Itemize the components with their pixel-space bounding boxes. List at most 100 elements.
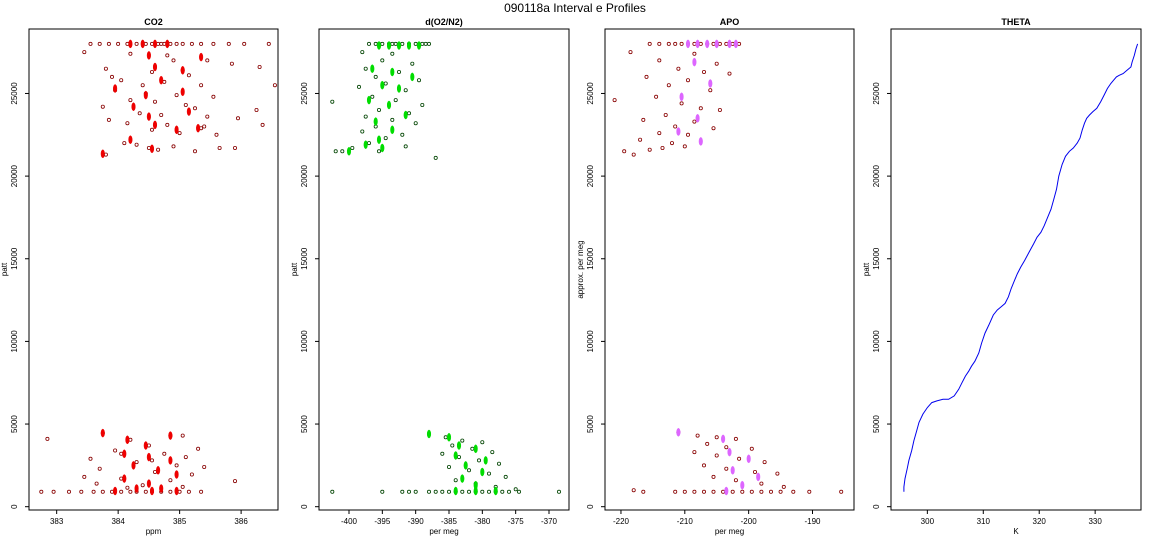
data-point-cluster — [149, 486, 155, 496]
data-point — [137, 111, 142, 116]
data-point — [500, 489, 505, 494]
data-point — [666, 41, 671, 46]
data-point — [433, 489, 438, 494]
data-point — [711, 126, 716, 131]
data-point — [149, 127, 154, 132]
data-point — [205, 114, 210, 119]
data-point — [686, 132, 691, 137]
data-point — [673, 41, 678, 46]
data-point — [103, 66, 108, 71]
data-point-cluster — [386, 100, 392, 110]
data-point-cluster — [390, 67, 395, 77]
data-point-cluster — [380, 143, 385, 153]
data-point — [94, 481, 99, 486]
data-point-cluster — [174, 470, 179, 479]
data-point — [426, 41, 431, 46]
data-point — [211, 94, 216, 99]
data-point — [486, 471, 491, 476]
data-point — [453, 478, 458, 483]
data-point — [134, 142, 139, 147]
data-point-cluster — [131, 461, 136, 470]
x-tick-label: -210 — [677, 517, 694, 526]
data-point-cluster — [714, 39, 719, 49]
y-tick-label: 20000 — [872, 164, 881, 187]
data-point-cluster — [727, 447, 732, 457]
panel-co2: CO2 383 384 385 386 0 5000 10000 15000 20000 25000… — [0, 17, 279, 536]
data-point — [159, 41, 164, 46]
data-point — [733, 436, 738, 441]
data-point-cluster — [165, 39, 170, 49]
x-tick-label: 386 — [234, 517, 248, 526]
data-point — [189, 41, 194, 46]
data-point — [423, 41, 428, 46]
y-tick-label: 5000 — [300, 415, 309, 433]
data-point — [122, 141, 127, 146]
data-point — [730, 41, 735, 46]
data-point — [676, 66, 681, 71]
data-point — [183, 103, 188, 108]
data-point — [97, 41, 102, 46]
data-point — [714, 453, 719, 458]
data-point-cluster — [128, 39, 133, 49]
data-point — [149, 70, 154, 75]
data-point — [82, 50, 87, 55]
data-point-cluster — [453, 451, 458, 460]
panel-title: d(O2/N2) — [425, 17, 463, 27]
data-point-cluster — [695, 114, 700, 123]
data-point — [232, 145, 237, 150]
data-point — [165, 53, 170, 58]
data-point — [692, 489, 697, 494]
data-point — [229, 61, 234, 66]
data-point-cluster — [199, 52, 204, 62]
y-tick-label: 20000 — [10, 164, 19, 187]
data-point — [496, 461, 501, 466]
data-point-cluster — [721, 434, 726, 444]
data-point — [666, 83, 671, 88]
data-point — [171, 144, 176, 149]
data-point — [769, 489, 774, 494]
data-point-cluster — [376, 41, 382, 50]
data-point — [647, 41, 652, 46]
data-point — [214, 132, 219, 137]
x-axis-label: per meg — [715, 527, 744, 536]
x-tick-label: -385 — [441, 517, 458, 526]
x-tick-label: -190 — [804, 517, 821, 526]
data-point-cluster — [100, 428, 105, 438]
x-tick-label: -395 — [374, 517, 391, 526]
data-point — [702, 489, 707, 494]
data-point — [106, 117, 111, 122]
data-point — [156, 147, 161, 152]
data-point-cluster — [705, 39, 710, 49]
y-tick-label: 5000 — [10, 415, 19, 433]
data-point-cluster — [363, 140, 368, 149]
data-point — [393, 41, 398, 46]
x-tick-label: 385 — [173, 517, 187, 526]
x-axis-label: per meg — [429, 527, 458, 536]
data-point — [174, 463, 179, 468]
data-point — [406, 489, 411, 494]
data-point-cluster — [146, 479, 151, 488]
y-axis-label: patt — [0, 262, 9, 276]
y-tick-label: 15000 — [586, 247, 595, 270]
data-point — [440, 451, 445, 456]
data-point — [260, 122, 265, 127]
y-tick-label: 25000 — [10, 82, 19, 105]
y-tick-label: 0 — [300, 504, 309, 509]
data-point — [116, 41, 121, 46]
data-point — [714, 61, 719, 66]
data-point — [702, 70, 707, 75]
data-point — [628, 50, 633, 55]
data-point-cluster — [113, 84, 118, 93]
data-point — [183, 455, 188, 460]
plot-frame — [28, 28, 279, 511]
data-point — [333, 149, 338, 154]
data-point — [272, 83, 277, 88]
data-point — [778, 489, 783, 494]
data-point-cluster — [740, 480, 745, 490]
data-point — [242, 41, 247, 46]
data-point — [165, 122, 170, 127]
data-point — [456, 455, 461, 460]
data-point — [177, 131, 182, 136]
data-point — [152, 99, 157, 104]
data-point — [740, 489, 745, 494]
